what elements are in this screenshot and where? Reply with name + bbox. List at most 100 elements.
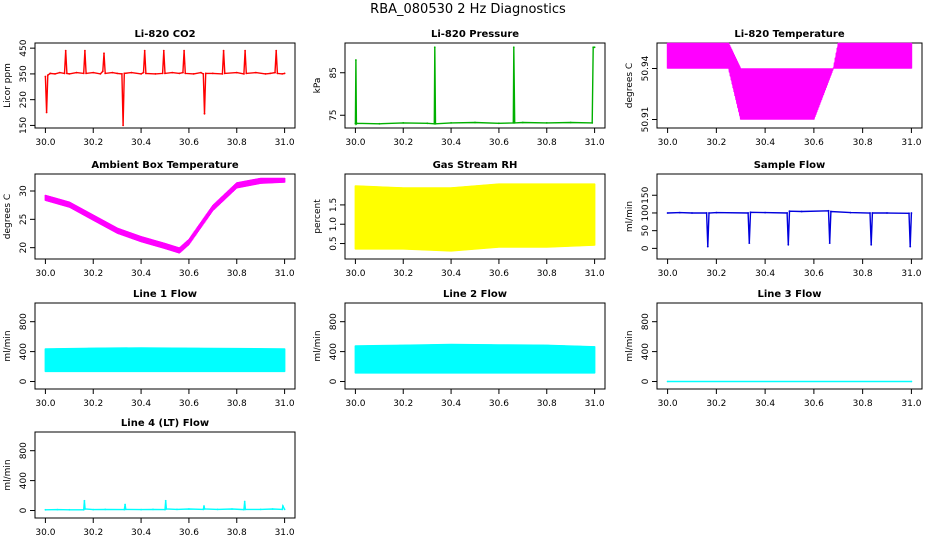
data-point (281, 73, 284, 75)
x-tick-label: 30.8 (227, 138, 247, 148)
x-tick-label: 31.0 (275, 528, 295, 538)
chart-line1-flow: Line 1 Flow ml/min 30.0 30.2 30.4 30.6 30.8 31.… (3, 289, 296, 409)
x-tick-label: 30.6 (804, 269, 824, 279)
data-point (909, 245, 912, 248)
data-point (82, 508, 85, 511)
data-point (545, 122, 548, 124)
data-point (569, 121, 572, 124)
data-point (123, 508, 126, 511)
y-tick-label: 800 (19, 442, 29, 459)
y-tick-label: 85 (329, 67, 339, 78)
x-tick-label: 30.2 (706, 269, 726, 279)
x-tick-label: 30.0 (345, 399, 365, 409)
y-axis-label: ml/min (3, 330, 13, 361)
data-point (706, 245, 709, 248)
x-tick-label: 31.0 (585, 399, 605, 409)
y-tick-label: 1.0 (329, 217, 339, 232)
x-tick-label: 31.0 (901, 399, 921, 409)
data-point (281, 508, 284, 511)
data-point (66, 72, 68, 75)
series-0-line (667, 210, 913, 247)
data-point (691, 212, 693, 214)
data-point (45, 111, 48, 114)
y-tick-label: 800 (641, 313, 651, 330)
data-point (521, 121, 524, 124)
y-axis-label: degrees C (625, 63, 635, 108)
y-tick-label: 150 (19, 117, 29, 134)
data-point (269, 72, 272, 75)
data-point (184, 72, 187, 75)
data-point (83, 499, 86, 502)
data-point (283, 508, 286, 511)
data-point (747, 212, 749, 214)
data-point (788, 210, 791, 213)
chart-title: Li-820 Pressure (431, 29, 519, 40)
data-point (378, 122, 381, 125)
chart-title: Li-820 CO2 (134, 29, 195, 40)
x-tick-label: 30.4 (131, 528, 151, 538)
data-point (871, 212, 874, 214)
y-tick-label: 0 (19, 378, 29, 384)
data-point (886, 212, 888, 214)
data-point (231, 508, 233, 510)
data-point (140, 508, 143, 511)
data-point (154, 73, 157, 75)
data-point (161, 72, 164, 75)
data-point (271, 508, 274, 510)
x-tick-label: 30.8 (537, 269, 557, 279)
x-tick-label: 30.4 (755, 269, 775, 279)
data-point (152, 508, 154, 511)
y-axis-label: ml/min (313, 330, 323, 361)
y-axis-label: ml/min (625, 330, 635, 361)
x-tick-label: 30.0 (35, 399, 55, 409)
data-point (908, 212, 910, 215)
x-tick-label: 30.6 (804, 399, 824, 409)
y-tick-label: 75 (329, 110, 339, 121)
data-point (274, 71, 276, 74)
data-point (143, 49, 146, 52)
y-tick-label: 800 (329, 313, 339, 330)
data-point (433, 46, 436, 49)
data-point (244, 49, 247, 52)
data-point (222, 49, 225, 52)
y-tick-label: 30 (19, 185, 29, 197)
y-tick-label: 0 (329, 378, 339, 384)
y-tick-label: 450 (19, 39, 29, 56)
data-point (92, 508, 95, 511)
chart-li820-temperature: Li-820 Temperature degrees C 30.0 30.2 30.4 3… (625, 29, 923, 148)
x-tick-label: 30.4 (441, 399, 461, 409)
data-point (58, 71, 61, 74)
plot-frame (344, 302, 606, 390)
data-point (593, 46, 596, 49)
y-tick-label: 0 (641, 245, 651, 251)
y-tick-label: 20 (19, 242, 29, 254)
series-0-line (44, 50, 285, 126)
x-tick-label: 31.0 (275, 399, 295, 409)
chart-title: Gas Stream RH (433, 160, 518, 171)
y-axis-label: degrees C (3, 194, 13, 239)
data-point (666, 212, 669, 214)
x-tick-label: 30.8 (853, 269, 873, 279)
x-tick-label: 30.2 (83, 138, 103, 148)
data-point (104, 508, 107, 511)
y-tick-label: 100 (641, 204, 651, 221)
chart-ambient-box-temperature: Ambient Box Temperature degrees C 30.0 30.2… (3, 160, 296, 279)
data-point (142, 71, 145, 74)
series-0-line (45, 500, 286, 511)
x-tick-label: 30.6 (179, 528, 199, 538)
plot-frame (656, 173, 923, 260)
data-point (116, 72, 119, 75)
x-tick-label: 30.2 (706, 138, 726, 148)
data-point (450, 122, 452, 124)
plot-frame (34, 431, 296, 519)
series-0-envelope (45, 177, 285, 254)
data-point (171, 71, 174, 74)
x-tick-label: 30.6 (179, 138, 199, 148)
chart-line2-flow: Line 2 Flow ml/min 30.0 30.2 30.4 30.6 30.8 31.… (313, 289, 606, 409)
data-point (44, 75, 47, 78)
data-point (245, 72, 248, 75)
data-point (122, 124, 124, 127)
data-point (64, 49, 67, 52)
data-point (178, 72, 181, 75)
series-0-envelope (355, 183, 595, 252)
